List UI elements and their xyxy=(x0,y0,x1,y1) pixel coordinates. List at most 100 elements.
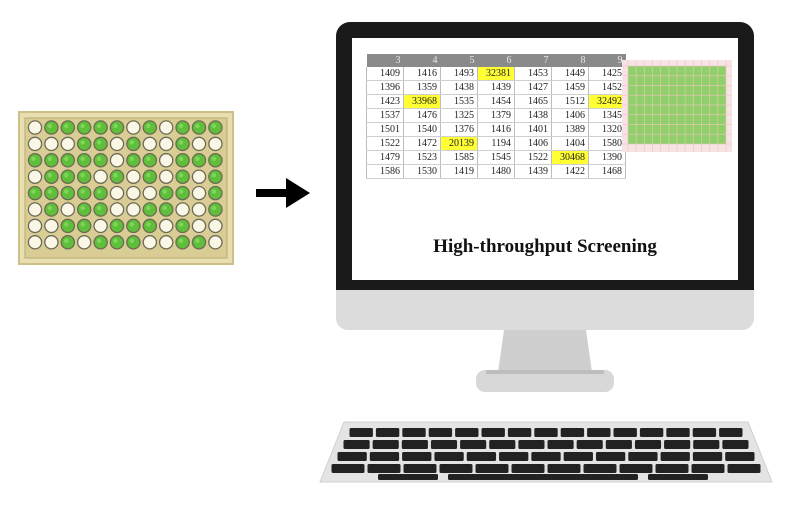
key xyxy=(518,440,545,449)
table-cell: 1452 xyxy=(588,80,626,95)
key xyxy=(402,452,432,461)
well-highlight xyxy=(162,205,167,211)
key xyxy=(576,440,603,449)
table-row: 1479 1523 1585 1545 1522 30468 1390 xyxy=(366,150,626,165)
table-cell: 1580 xyxy=(588,136,626,151)
table-cell: 1194 xyxy=(477,136,515,151)
well-empty xyxy=(142,136,158,152)
well-empty xyxy=(126,202,141,217)
column-header: 8 xyxy=(551,54,589,67)
table-cell: 1389 xyxy=(551,122,589,137)
well-empty xyxy=(208,235,223,250)
well-highlight xyxy=(211,123,217,129)
table-cell: 1522 xyxy=(514,150,552,165)
well-highlight xyxy=(96,156,102,161)
key xyxy=(691,464,725,473)
screen-caption: High-throughput Screening xyxy=(433,236,657,257)
well-empty xyxy=(126,120,141,135)
table-cell: 1479 xyxy=(366,150,404,165)
key xyxy=(563,452,593,461)
well-empty xyxy=(126,169,141,184)
table-cell: 1480 xyxy=(477,164,515,179)
well-empty xyxy=(191,218,207,234)
table-cell: 1454 xyxy=(477,94,515,109)
table-cell: 1359 xyxy=(403,80,441,95)
well-highlight xyxy=(178,123,184,129)
table-cell: 1472 xyxy=(403,136,441,151)
table-cell: 1439 xyxy=(477,80,515,95)
well-empty xyxy=(109,136,125,152)
well-highlight xyxy=(47,173,53,178)
well-highlight xyxy=(64,189,69,194)
column-header: 6 xyxy=(477,54,515,67)
table-cell: 1404 xyxy=(551,136,589,151)
well-highlight xyxy=(96,123,102,129)
well-empty xyxy=(44,235,59,250)
well-empty xyxy=(109,185,125,201)
well-empty xyxy=(76,235,92,250)
column-header: 3 xyxy=(366,54,404,67)
key xyxy=(349,428,373,437)
key xyxy=(367,464,401,473)
well-highlight xyxy=(80,173,85,178)
well-highlight xyxy=(96,140,102,145)
key xyxy=(499,452,529,461)
monitor-stand-neck xyxy=(498,330,592,372)
key xyxy=(372,440,399,449)
key xyxy=(455,428,479,437)
key xyxy=(531,452,561,461)
key xyxy=(534,428,558,437)
key xyxy=(489,440,516,449)
table-cell: 1535 xyxy=(440,94,478,109)
well-highlight xyxy=(129,222,135,227)
hit-cell: 33968 xyxy=(403,94,441,109)
key xyxy=(693,440,720,449)
well-empty xyxy=(158,235,174,250)
well-empty xyxy=(208,136,223,152)
well-highlight xyxy=(178,156,184,161)
well-highlight xyxy=(96,189,102,194)
well-highlight xyxy=(195,123,200,129)
well-empty xyxy=(27,169,43,184)
well-empty xyxy=(208,218,223,234)
table-row: 1522 1472 20139 1194 1406 1404 1580 xyxy=(366,136,626,151)
table-cell: 1376 xyxy=(440,122,478,137)
well-highlight xyxy=(64,123,69,129)
key xyxy=(369,452,400,461)
well-highlight xyxy=(211,156,217,161)
well-empty xyxy=(191,136,207,152)
well-highlight xyxy=(129,238,135,243)
key xyxy=(343,440,370,449)
well-empty xyxy=(142,235,158,250)
key xyxy=(403,464,437,473)
table-cell: 1585 xyxy=(440,150,478,165)
well-empty xyxy=(126,185,141,201)
well-empty xyxy=(158,136,174,152)
well-highlight xyxy=(178,173,184,178)
table-cell: 1523 xyxy=(403,150,441,165)
well-empty xyxy=(27,235,43,250)
well-highlight xyxy=(64,173,69,178)
well-empty xyxy=(191,202,207,217)
key xyxy=(660,452,690,461)
well-highlight xyxy=(146,156,151,161)
well-highlight xyxy=(80,140,85,145)
key xyxy=(375,428,400,437)
well-highlight xyxy=(64,156,69,161)
key xyxy=(439,464,473,473)
key xyxy=(583,464,617,473)
well-empty xyxy=(158,218,174,234)
table-cell: 1345 xyxy=(588,108,626,123)
table-cell: 1320 xyxy=(588,122,626,137)
well-highlight xyxy=(178,222,184,227)
key xyxy=(402,428,426,437)
table-cell: 1419 xyxy=(440,164,478,179)
table-cell: 1493 xyxy=(440,67,478,81)
table-cell: 1439 xyxy=(514,164,552,179)
key xyxy=(664,440,691,449)
table-cell: 1325 xyxy=(440,108,478,123)
key xyxy=(507,428,532,437)
table-cell: 1459 xyxy=(551,80,589,95)
